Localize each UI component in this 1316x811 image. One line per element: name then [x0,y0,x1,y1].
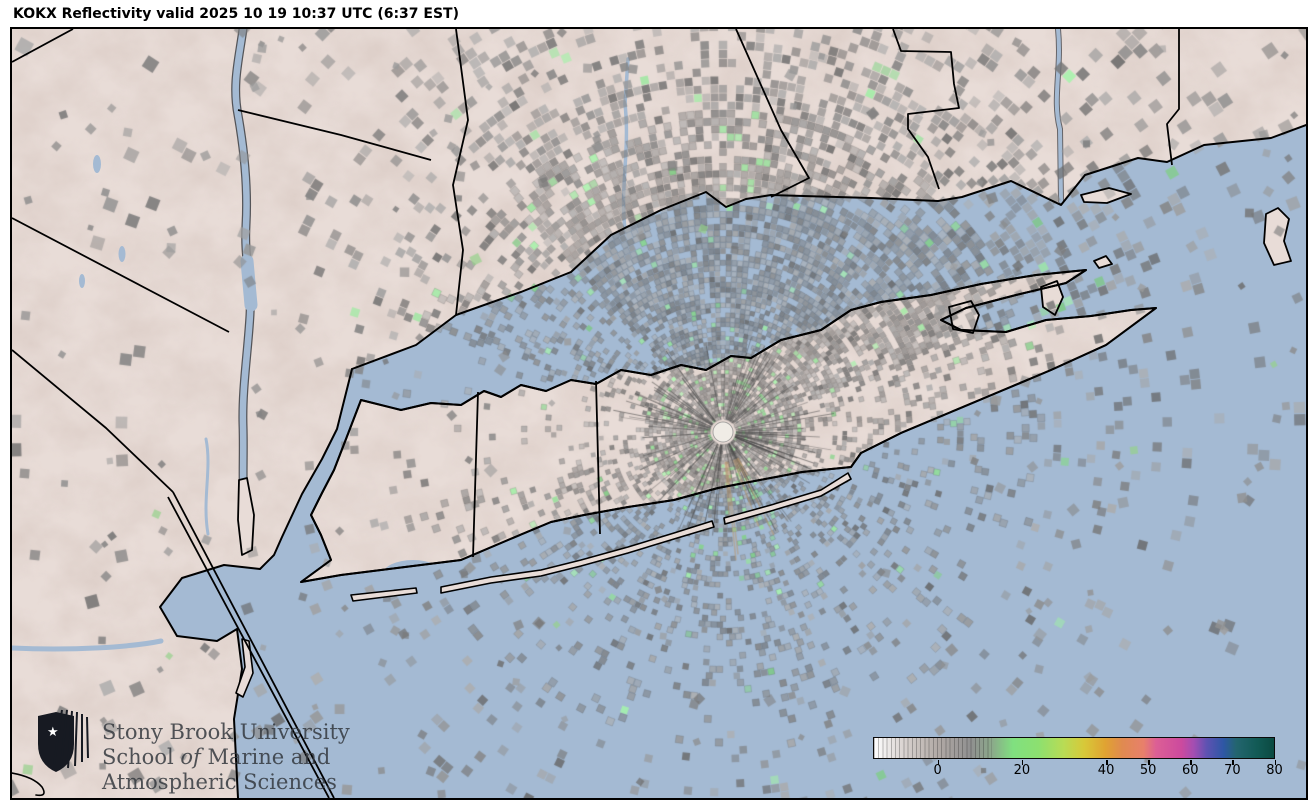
rockaway-spit [350,587,418,602]
colorbar-tick-label: 70 [1224,763,1241,778]
colorbar-tick-mark [1274,760,1276,765]
colorbar [873,737,1275,759]
stony-brook-shield-icon: ★ [38,709,89,772]
county-state-borders [12,29,1180,798]
chart-title: KOKX Reflectivity valid 2025 10 19 10:37… [13,6,460,22]
colorbar-discrete-cells [874,738,992,758]
radar-clutter-canvas [12,29,1306,798]
colorbar-tick-mark [1190,760,1192,765]
island-outlines [237,187,1292,556]
logo-line-2: School of Marine and [102,745,331,769]
long-island-coastline [300,269,1157,583]
colorbar-tick-label: 50 [1139,763,1157,778]
barrier-islands [235,472,852,698]
colorbar-tick-label: 0 [933,763,942,778]
nj-harbor-coastline [159,368,353,798]
logo-line-3: Atmospheric Sciences [102,770,337,794]
bottom-left-creek [12,772,45,797]
boundary-layer [12,29,1306,798]
colorbar-tick-mark [1106,760,1108,765]
colorbar-tick-label: 40 [1097,763,1115,778]
svg-text:★: ★ [47,725,59,740]
colorbar-tick-mark [937,760,940,765]
logo-line-1: Stony Brook University [102,720,350,744]
logo-text: Stony Brook University School of Marine … [102,720,350,795]
colorbar-tick-mark [1021,760,1024,765]
colorbar-gradient [874,738,1274,758]
university-logo: ★ Stony Brook University School of Marin… [36,708,350,795]
colorbar-tick-mark [1232,760,1234,765]
colorbar-tick-label: 80 [1266,763,1283,778]
colorbar-tick-label: 20 [1013,763,1031,778]
colorbar-tick-label: 60 [1182,763,1199,778]
ct-coastline [351,124,1306,370]
radar-site-dot [712,421,734,443]
sandy-hook [235,638,254,698]
map-frame [10,27,1308,800]
colorbar-tick-mark [1148,760,1150,765]
